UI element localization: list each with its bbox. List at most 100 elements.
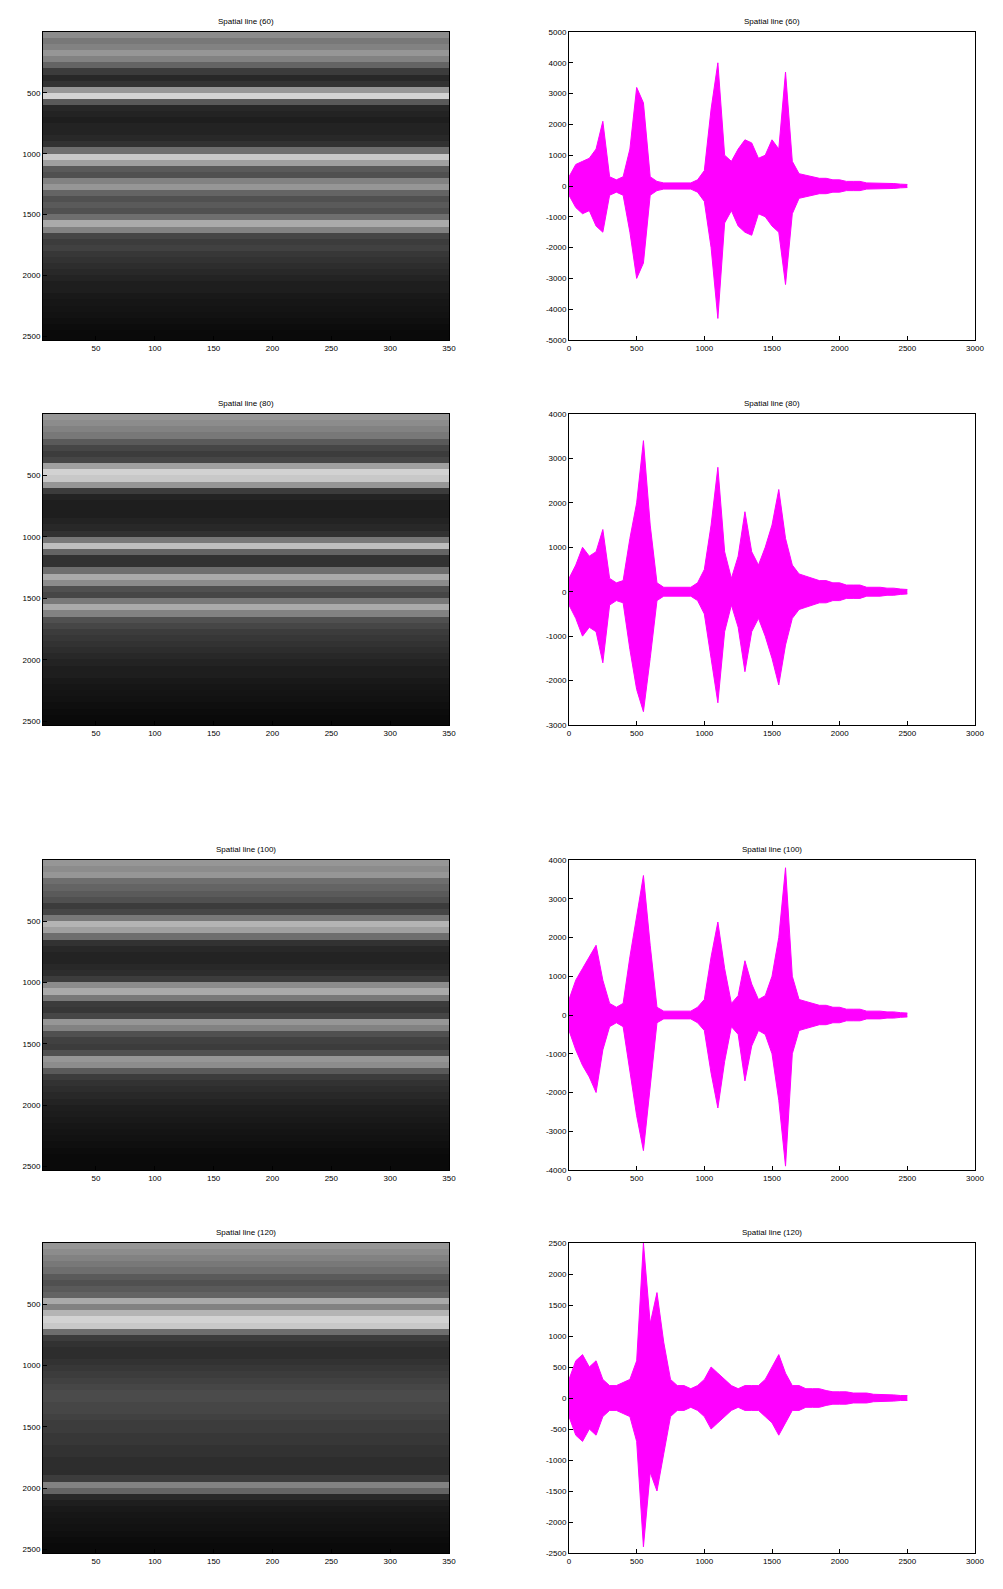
svg-text:0: 0 — [562, 1011, 567, 1020]
svg-text:200: 200 — [266, 344, 280, 353]
svg-text:2500: 2500 — [898, 344, 916, 353]
svg-text:-3000: -3000 — [546, 274, 567, 283]
svg-text:1000: 1000 — [23, 978, 41, 987]
svg-text:500: 500 — [630, 729, 644, 738]
svg-text:1000: 1000 — [549, 151, 567, 160]
svg-text:3000: 3000 — [966, 344, 984, 353]
svg-text:-2000: -2000 — [546, 1088, 567, 1097]
svg-text:-3000: -3000 — [546, 721, 567, 730]
svg-text:2500: 2500 — [898, 1174, 916, 1183]
svg-text:100: 100 — [148, 729, 162, 738]
svg-text:2000: 2000 — [549, 1270, 567, 1279]
svg-text:2000: 2000 — [549, 933, 567, 942]
svg-text:0: 0 — [562, 182, 567, 191]
svg-text:350: 350 — [442, 344, 456, 353]
svg-text:500: 500 — [553, 1363, 567, 1372]
svg-text:2500: 2500 — [898, 729, 916, 738]
svg-text:-5000: -5000 — [546, 336, 567, 345]
svg-text:1500: 1500 — [763, 1557, 781, 1566]
svg-text:4000: 4000 — [549, 856, 567, 865]
svg-text:150: 150 — [207, 1174, 221, 1183]
svg-text:1500: 1500 — [23, 1040, 41, 1049]
svg-text:150: 150 — [207, 1557, 221, 1566]
svg-text:50: 50 — [92, 1557, 101, 1566]
svg-text:2500: 2500 — [23, 1545, 41, 1554]
svg-text:1500: 1500 — [23, 1423, 41, 1432]
svg-text:Spatial line (120): Spatial line (120) — [216, 1228, 276, 1237]
svg-text:5000: 5000 — [549, 28, 567, 37]
svg-text:-1000: -1000 — [546, 632, 567, 641]
svg-text:500: 500 — [27, 1300, 41, 1309]
svg-text:2000: 2000 — [831, 344, 849, 353]
svg-text:350: 350 — [442, 1557, 456, 1566]
svg-text:-500: -500 — [550, 1425, 567, 1434]
svg-text:2500: 2500 — [23, 1162, 41, 1171]
svg-text:2000: 2000 — [549, 499, 567, 508]
svg-text:2500: 2500 — [898, 1557, 916, 1566]
svg-text:1000: 1000 — [695, 1557, 713, 1566]
svg-text:Spatial line (60): Spatial line (60) — [744, 17, 800, 26]
svg-text:1000: 1000 — [23, 1361, 41, 1370]
svg-text:Spatial line (80): Spatial line (80) — [218, 399, 274, 408]
svg-text:0: 0 — [562, 1394, 567, 1403]
svg-text:Spatial line (60): Spatial line (60) — [218, 17, 274, 26]
svg-text:100: 100 — [148, 1174, 162, 1183]
svg-text:500: 500 — [630, 344, 644, 353]
svg-text:2000: 2000 — [23, 656, 41, 665]
svg-text:1000: 1000 — [549, 1332, 567, 1341]
svg-text:Spatial line (100): Spatial line (100) — [216, 845, 276, 854]
svg-text:3000: 3000 — [549, 895, 567, 904]
svg-text:2000: 2000 — [23, 1484, 41, 1493]
svg-text:-2000: -2000 — [546, 676, 567, 685]
svg-text:200: 200 — [266, 729, 280, 738]
svg-text:250: 250 — [325, 1174, 339, 1183]
svg-text:1000: 1000 — [23, 150, 41, 159]
svg-text:-1000: -1000 — [546, 213, 567, 222]
svg-text:1000: 1000 — [695, 729, 713, 738]
svg-text:-3000: -3000 — [546, 1127, 567, 1136]
svg-text:1500: 1500 — [763, 729, 781, 738]
svg-text:350: 350 — [442, 729, 456, 738]
svg-text:50: 50 — [92, 344, 101, 353]
svg-text:-1000: -1000 — [546, 1456, 567, 1465]
svg-text:1500: 1500 — [549, 1301, 567, 1310]
svg-text:-1500: -1500 — [546, 1487, 567, 1496]
svg-text:3000: 3000 — [966, 1557, 984, 1566]
svg-text:250: 250 — [325, 1557, 339, 1566]
svg-text:150: 150 — [207, 729, 221, 738]
svg-text:4000: 4000 — [549, 59, 567, 68]
svg-text:3000: 3000 — [549, 89, 567, 98]
svg-text:50: 50 — [92, 729, 101, 738]
svg-text:200: 200 — [266, 1557, 280, 1566]
svg-text:250: 250 — [325, 729, 339, 738]
svg-text:4000: 4000 — [549, 410, 567, 419]
svg-text:Spatial line (80): Spatial line (80) — [744, 399, 800, 408]
svg-text:200: 200 — [266, 1174, 280, 1183]
svg-text:-2000: -2000 — [546, 243, 567, 252]
svg-text:0: 0 — [567, 1557, 572, 1566]
svg-text:1000: 1000 — [549, 972, 567, 981]
svg-text:1500: 1500 — [23, 210, 41, 219]
svg-text:2000: 2000 — [831, 1557, 849, 1566]
svg-text:-2000: -2000 — [546, 1518, 567, 1527]
svg-text:1500: 1500 — [763, 1174, 781, 1183]
svg-text:2000: 2000 — [23, 1101, 41, 1110]
svg-text:1000: 1000 — [695, 1174, 713, 1183]
svg-text:3000: 3000 — [549, 454, 567, 463]
svg-text:2500: 2500 — [23, 332, 41, 341]
svg-text:300: 300 — [383, 344, 397, 353]
svg-text:500: 500 — [630, 1174, 644, 1183]
svg-text:300: 300 — [383, 729, 397, 738]
svg-text:0: 0 — [562, 588, 567, 597]
svg-text:100: 100 — [148, 1557, 162, 1566]
svg-text:-1000: -1000 — [546, 1050, 567, 1059]
svg-text:1500: 1500 — [763, 344, 781, 353]
svg-text:Spatial line (100): Spatial line (100) — [742, 845, 802, 854]
svg-text:500: 500 — [27, 471, 41, 480]
svg-text:2500: 2500 — [23, 717, 41, 726]
svg-text:300: 300 — [383, 1174, 397, 1183]
svg-text:2500: 2500 — [549, 1239, 567, 1248]
svg-text:Spatial line (120): Spatial line (120) — [742, 1228, 802, 1237]
svg-text:1000: 1000 — [695, 344, 713, 353]
svg-text:3000: 3000 — [966, 1174, 984, 1183]
